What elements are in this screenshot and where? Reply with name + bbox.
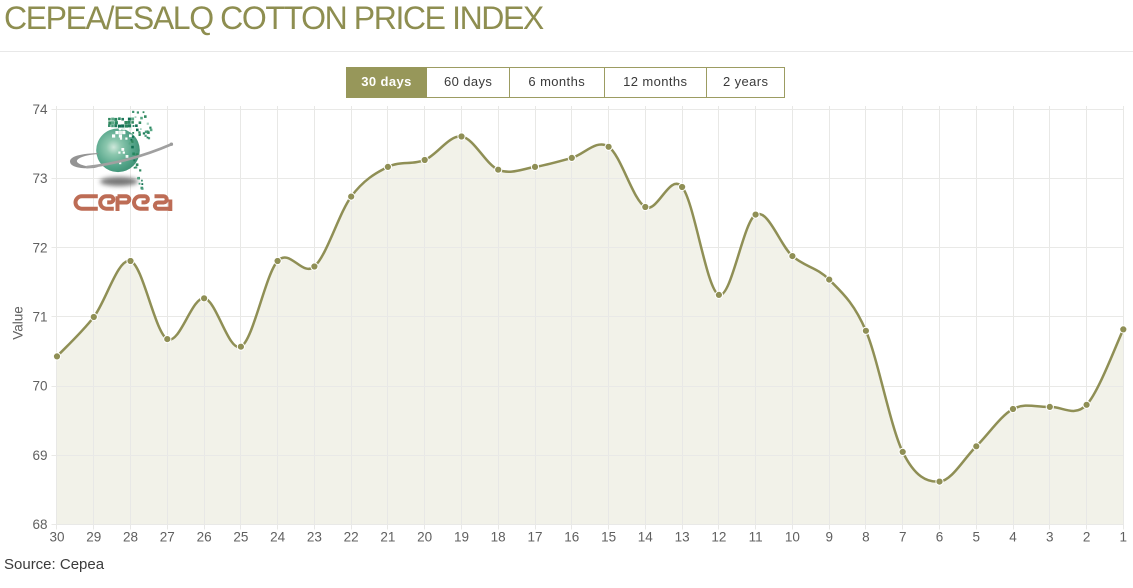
svg-text:70: 70 — [32, 379, 47, 394]
svg-text:8: 8 — [862, 530, 870, 545]
svg-text:10: 10 — [785, 530, 800, 545]
svg-text:7: 7 — [899, 530, 907, 545]
svg-text:21: 21 — [380, 530, 395, 545]
svg-text:15: 15 — [601, 530, 616, 545]
svg-text:18: 18 — [491, 530, 506, 545]
svg-text:25: 25 — [233, 530, 248, 545]
svg-text:22: 22 — [344, 530, 359, 545]
svg-text:27: 27 — [160, 530, 175, 545]
svg-text:74: 74 — [32, 102, 48, 117]
svg-text:20: 20 — [417, 530, 432, 545]
svg-text:6: 6 — [936, 530, 944, 545]
svg-text:2: 2 — [1083, 530, 1091, 545]
svg-text:23: 23 — [307, 530, 322, 545]
svg-text:16: 16 — [564, 530, 579, 545]
svg-text:71: 71 — [32, 310, 47, 325]
svg-text:26: 26 — [197, 530, 212, 545]
svg-text:72: 72 — [32, 240, 47, 255]
svg-text:13: 13 — [675, 530, 690, 545]
svg-text:5: 5 — [973, 530, 981, 545]
svg-text:19: 19 — [454, 530, 469, 545]
svg-text:30: 30 — [49, 530, 64, 545]
svg-text:28: 28 — [123, 530, 138, 545]
svg-text:3: 3 — [1046, 530, 1054, 545]
svg-text:9: 9 — [825, 530, 833, 545]
svg-text:1: 1 — [1120, 530, 1128, 545]
svg-text:24: 24 — [270, 530, 286, 545]
svg-text:4: 4 — [1009, 530, 1017, 545]
svg-text:14: 14 — [638, 530, 654, 545]
svg-text:73: 73 — [32, 171, 47, 186]
svg-text:29: 29 — [86, 530, 101, 545]
svg-text:11: 11 — [749, 530, 763, 545]
svg-text:69: 69 — [32, 448, 47, 463]
svg-text:12: 12 — [711, 530, 726, 545]
svg-text:Value: Value — [10, 306, 25, 340]
svg-text:17: 17 — [527, 530, 542, 545]
svg-text:68: 68 — [32, 517, 47, 532]
